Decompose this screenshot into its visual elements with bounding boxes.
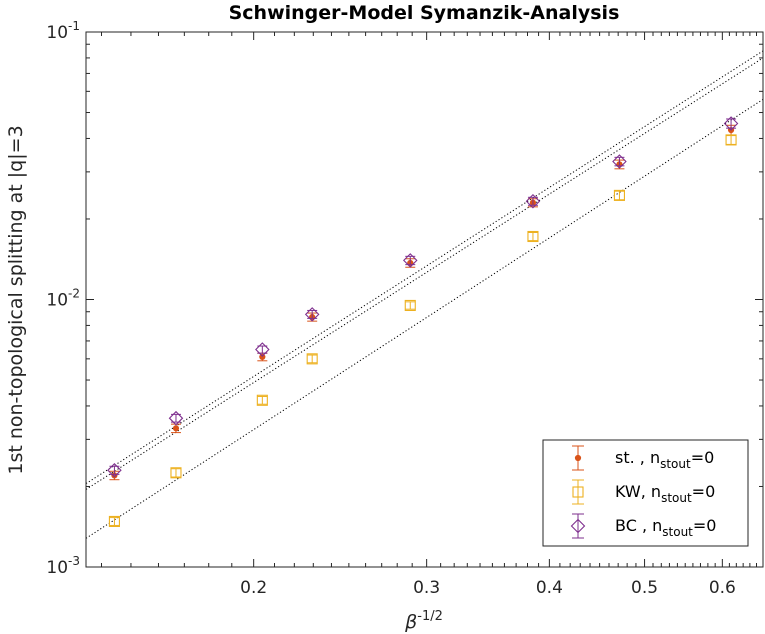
data-point <box>402 253 418 268</box>
data-point <box>304 307 320 322</box>
x-tick-label: 0.3 <box>413 578 440 598</box>
data-point <box>255 342 270 357</box>
data-point <box>723 116 739 131</box>
y-axis-ticks: 10-3 10-2 10-1 <box>46 19 763 578</box>
y-tick-label: 10-1 <box>46 19 80 43</box>
data-point <box>725 134 737 146</box>
x-axis-ticks: 0.2 0.3 0.4 0.5 0.6 <box>101 32 764 598</box>
data-point <box>525 193 541 209</box>
legend-marker <box>570 518 586 534</box>
legend-entry-square: KW, nstout=0 <box>572 479 715 505</box>
x-tick-label: 0.4 <box>536 578 563 598</box>
data-point <box>107 462 122 478</box>
legend-label: BC , nstout=0 <box>615 516 716 539</box>
series-square <box>108 134 737 528</box>
data-point <box>259 353 266 361</box>
legend-marker <box>574 454 582 462</box>
fit-lines <box>85 50 764 539</box>
data-point <box>613 189 625 201</box>
data-markers <box>107 116 739 528</box>
data-point <box>527 230 539 243</box>
data-point <box>404 299 416 312</box>
fit-line-2 <box>85 57 764 490</box>
y-axis-label: 1st non-topological splitting at |q|=3 <box>5 125 27 474</box>
x-axis-label: β-1/2 <box>404 609 443 633</box>
legend-marker <box>572 486 584 498</box>
chart-title: Schwinger-Model Symanzik-Analysis <box>229 2 620 24</box>
legend-label: KW, nstout=0 <box>615 482 715 505</box>
series-diamond <box>107 116 739 478</box>
data-point <box>168 410 184 426</box>
y-tick-label: 10-2 <box>46 287 80 311</box>
data-point <box>306 353 318 365</box>
data-point <box>170 467 182 479</box>
legend-entry-dot: st. , nstout=0 <box>572 445 714 471</box>
x-tick-label: 0.2 <box>240 578 267 598</box>
x-tick-label: 0.6 <box>709 578 736 598</box>
legend-label: st. , nstout=0 <box>615 448 714 471</box>
data-point <box>108 515 120 528</box>
y-tick-label: 10-3 <box>46 554 80 578</box>
legend: st. , nstout=0 KW, nstout=0 BC , nstout=0 <box>542 439 749 547</box>
x-tick-label: 0.5 <box>631 578 658 598</box>
data-point <box>612 154 627 169</box>
data-point <box>256 394 268 406</box>
legend-entry-diamond: BC , nstout=0 <box>570 513 716 539</box>
series-dot <box>109 124 737 481</box>
data-point <box>172 425 180 432</box>
fit-line-1 <box>85 50 764 485</box>
